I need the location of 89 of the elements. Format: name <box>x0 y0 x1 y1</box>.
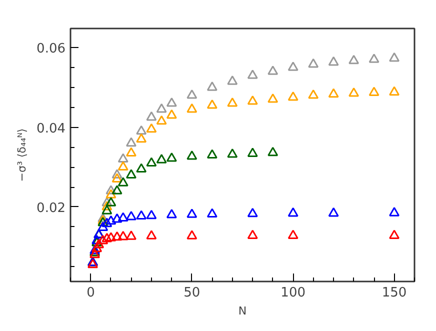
point <box>328 88 339 98</box>
point <box>206 149 218 159</box>
point <box>166 209 177 218</box>
point <box>146 210 157 220</box>
point <box>206 99 218 109</box>
x-tick-label: 50 <box>184 286 200 300</box>
point <box>227 76 238 85</box>
point <box>288 62 298 71</box>
point <box>118 153 128 163</box>
point <box>106 215 116 225</box>
point <box>156 115 167 125</box>
point <box>268 146 278 156</box>
point <box>112 173 122 182</box>
point <box>247 70 258 79</box>
point <box>136 210 147 220</box>
point <box>106 197 116 206</box>
y-tick-label: 0.02 <box>36 200 66 216</box>
point <box>156 103 167 113</box>
point <box>102 201 112 210</box>
point <box>247 230 258 240</box>
point <box>146 230 157 240</box>
point <box>166 152 177 162</box>
point <box>118 161 128 170</box>
point <box>98 222 108 232</box>
point <box>146 157 157 167</box>
point <box>268 66 278 75</box>
point <box>186 150 198 160</box>
point <box>106 185 116 194</box>
point <box>186 89 198 99</box>
point <box>308 58 319 68</box>
point <box>268 93 278 103</box>
point <box>227 97 238 107</box>
point <box>112 231 122 241</box>
point <box>102 197 112 206</box>
point <box>126 230 136 240</box>
point <box>102 232 112 242</box>
point <box>389 86 400 96</box>
point <box>112 169 122 178</box>
point <box>146 111 157 121</box>
x-axis-title: N <box>238 304 247 318</box>
point <box>328 56 339 66</box>
point <box>166 109 177 119</box>
point <box>166 97 177 107</box>
point <box>227 148 238 158</box>
point <box>126 211 136 220</box>
point <box>348 87 360 97</box>
point <box>288 207 298 217</box>
point <box>288 91 298 101</box>
point <box>288 230 298 240</box>
point <box>156 154 167 164</box>
point <box>146 123 157 133</box>
y-tick-label: 0.06 <box>36 42 66 57</box>
x-tick-label: 100 <box>280 286 306 300</box>
point <box>348 54 360 64</box>
y-axis-title: −σ³ ⟨δ₄₄ᴺ⟩ <box>16 128 29 182</box>
point <box>247 95 258 105</box>
point <box>328 207 339 217</box>
point <box>136 133 147 143</box>
point <box>126 137 136 147</box>
point <box>136 163 147 172</box>
x-tick-label: 150 <box>382 286 407 300</box>
point <box>118 177 128 186</box>
point <box>389 230 400 240</box>
point <box>368 86 380 96</box>
point <box>118 230 128 240</box>
point <box>368 54 380 63</box>
point <box>389 52 400 62</box>
point <box>102 205 112 214</box>
point <box>112 213 122 223</box>
point <box>106 189 116 198</box>
point <box>206 82 218 91</box>
point <box>247 208 258 218</box>
point <box>186 230 198 240</box>
point <box>98 234 108 244</box>
y-tick-label: 0.04 <box>36 121 66 136</box>
point <box>126 147 136 157</box>
point <box>106 232 116 242</box>
point <box>102 218 112 228</box>
point <box>206 208 218 218</box>
point <box>186 208 198 218</box>
point <box>118 212 128 222</box>
point <box>136 125 147 135</box>
point <box>389 207 400 216</box>
point <box>112 185 122 194</box>
point <box>308 89 319 99</box>
x-tick-label: 0 <box>86 286 95 300</box>
point <box>186 103 198 113</box>
point <box>247 148 258 157</box>
point <box>126 169 136 178</box>
